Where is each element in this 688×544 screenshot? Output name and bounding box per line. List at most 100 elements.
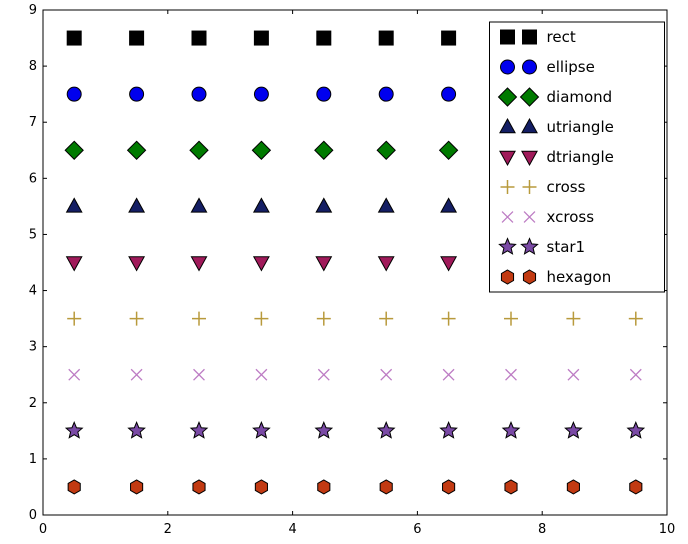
marker-hexagon — [566, 479, 580, 495]
marker-star1 — [64, 421, 84, 439]
marker-rect — [66, 30, 82, 46]
marker-cross-legend — [522, 180, 537, 194]
marker-star1 — [189, 421, 209, 439]
marker-utriangle — [440, 197, 458, 213]
series-cross — [67, 311, 643, 326]
marker-star1 — [252, 421, 271, 439]
marker-cross — [379, 311, 394, 326]
legend: rect ellipse diamond utriangle dtriangle cros… — [489, 21, 665, 293]
legend-item-utriangle: utriangle — [499, 117, 614, 136]
marker-star1 — [127, 421, 146, 439]
y-tick-label: 4 — [29, 284, 37, 299]
legend-item-star1: star1 — [498, 237, 585, 256]
marker-cross — [67, 311, 82, 326]
legend-item-rect: rect — [500, 28, 576, 46]
marker-xcross — [317, 368, 330, 381]
marker-cross — [316, 311, 331, 326]
marker-xcross — [193, 368, 205, 381]
marker-star1 — [626, 421, 646, 439]
marker-diamond — [189, 140, 209, 160]
marker-ellipse — [66, 86, 82, 102]
legend-label: utriangle — [547, 118, 614, 136]
marker-hexagon — [254, 479, 268, 495]
marker-star1-legend — [520, 237, 539, 255]
y-tick-label: 2 — [29, 396, 37, 411]
series-xcross — [68, 368, 642, 381]
marker-diamond — [314, 140, 334, 160]
marker-diamond — [438, 140, 459, 160]
legend-box — [489, 21, 665, 293]
marker-diamond — [64, 140, 84, 160]
marker-hexagon — [317, 479, 331, 495]
series-hexagon — [67, 479, 643, 495]
marker-ellipse — [191, 86, 207, 102]
x-tick-label: 10 — [659, 522, 676, 537]
marker-diamond — [251, 140, 272, 160]
marker-dtriangle — [128, 256, 146, 272]
y-tick-label: 1 — [29, 452, 37, 467]
marker-star1 — [314, 421, 334, 439]
x-tick-label: 2 — [164, 522, 172, 537]
marker-dtriangle — [252, 256, 270, 272]
x-tick-label: 8 — [538, 522, 546, 537]
y-tick-label: 9 — [29, 3, 37, 18]
marker-hexagon — [442, 479, 456, 495]
y-tick-label: 8 — [29, 59, 37, 74]
marker-xcross — [130, 368, 143, 381]
y-tick-label: 5 — [29, 227, 37, 242]
marker-xcross — [505, 368, 517, 381]
marker-diamond-legend — [497, 87, 518, 107]
y-tick-label: 6 — [29, 171, 37, 186]
marker-hexagon-legend — [522, 269, 537, 285]
marker-xcross — [442, 368, 455, 381]
marker-cross — [566, 311, 581, 326]
marker-rect — [253, 30, 269, 46]
marker-rect — [316, 30, 332, 46]
marker-hexagon-legend — [500, 269, 515, 285]
legend-item-dtriangle: dtriangle — [499, 148, 614, 167]
marker-star1 — [439, 421, 458, 439]
legend-label: diamond — [547, 88, 613, 106]
marker-dtriangle-legend — [521, 150, 538, 167]
marker-hexagon — [67, 479, 81, 495]
marker-utriangle — [377, 197, 395, 213]
marker-hexagon — [130, 479, 144, 495]
x-tick-label: 6 — [413, 522, 421, 537]
marker-star1 — [564, 421, 583, 439]
series-star1 — [64, 421, 646, 439]
x-tick-label: 0 — [39, 522, 47, 537]
marker-xcross — [255, 368, 268, 381]
legend-item-ellipse: ellipse — [500, 58, 595, 76]
marker-dtriangle — [315, 256, 333, 272]
marker-dtriangle — [65, 256, 83, 272]
marker-dtriangle — [190, 256, 208, 272]
marker-dtriangle-legend — [499, 150, 516, 167]
marker-rect — [129, 30, 145, 46]
marker-rect-legend — [500, 29, 515, 45]
marker-cross — [441, 311, 456, 326]
marker-ellipse-legend — [500, 59, 515, 75]
marker-dtriangle — [377, 256, 395, 272]
marker-hexagon — [504, 479, 518, 495]
marker-cross — [192, 311, 206, 326]
marker-xcross-legend — [523, 211, 536, 223]
marker-dtriangle — [440, 256, 458, 272]
marker-rect — [441, 30, 457, 46]
marker-star1 — [376, 421, 396, 439]
marker-cross — [254, 311, 269, 326]
marker-rect-legend — [522, 29, 537, 45]
marker-utriangle — [190, 197, 208, 213]
legend-item-diamond: diamond — [497, 87, 613, 107]
marker-cross — [628, 311, 643, 326]
y-tick-label: 7 — [29, 115, 37, 130]
legend-label: rect — [547, 28, 576, 46]
marker-star1-legend — [498, 237, 517, 255]
marker-hexagon — [629, 479, 643, 495]
marker-xcross-legend — [501, 211, 514, 223]
marker-xcross — [629, 368, 642, 381]
marker-diamond-legend — [519, 87, 540, 107]
marker-ellipse — [129, 86, 145, 102]
marker-ellipse — [441, 86, 457, 102]
legend-label: ellipse — [547, 58, 595, 76]
